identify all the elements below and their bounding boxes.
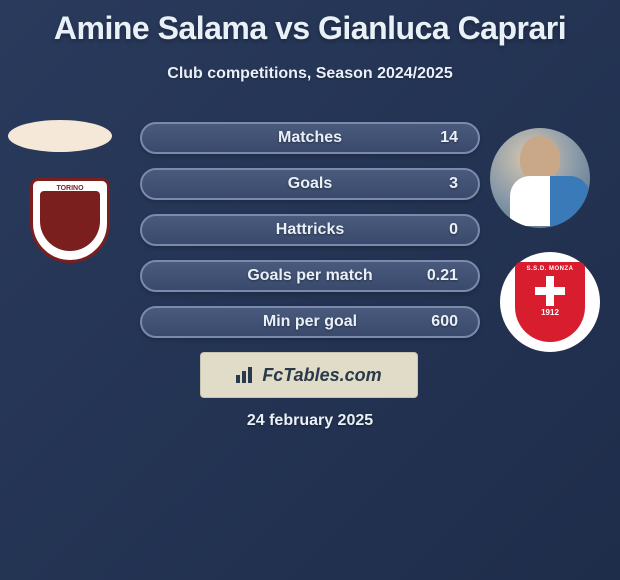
stat-label: Min per goal [263,313,357,331]
season-subtitle: Club competitions, Season 2024/2025 [0,65,620,83]
stat-label: Goals [288,175,332,193]
stat-label: Matches [278,129,342,147]
stat-bar-goals: Goals 3 [140,168,480,200]
stats-container: Matches 14 Goals 3 Hattricks 0 Goals per… [140,122,480,352]
chart-icon [236,367,256,383]
stat-bar-gpm: Goals per match 0.21 [140,260,480,292]
club-badge-torino: TORINO [20,178,120,263]
stat-value: 0 [449,221,458,239]
date: 24 february 2025 [247,412,373,430]
comparison-title: Amine Salama vs Gianluca Caprari [0,0,620,47]
stat-value: 600 [431,313,458,331]
stat-bar-mpg: Min per goal 600 [140,306,480,338]
stat-bar-hattricks: Hattricks 0 [140,214,480,246]
stat-value: 0.21 [427,267,458,285]
stat-value: 14 [440,129,458,147]
stat-label: Goals per match [247,267,372,285]
club-badge-monza: S.S.D. MONZA 1912 [500,252,600,352]
stat-bar-matches: Matches 14 [140,122,480,154]
monza-year: 1912 [541,308,559,317]
stat-value: 3 [449,175,458,193]
player-badge-left-1 [8,120,112,152]
watermark: FcTables.com [200,352,418,398]
monza-label: S.S.D. MONZA [526,266,573,272]
player-badge-right-1 [490,128,590,228]
watermark-text: FcTables.com [262,365,381,386]
stat-label: Hattricks [276,221,344,239]
